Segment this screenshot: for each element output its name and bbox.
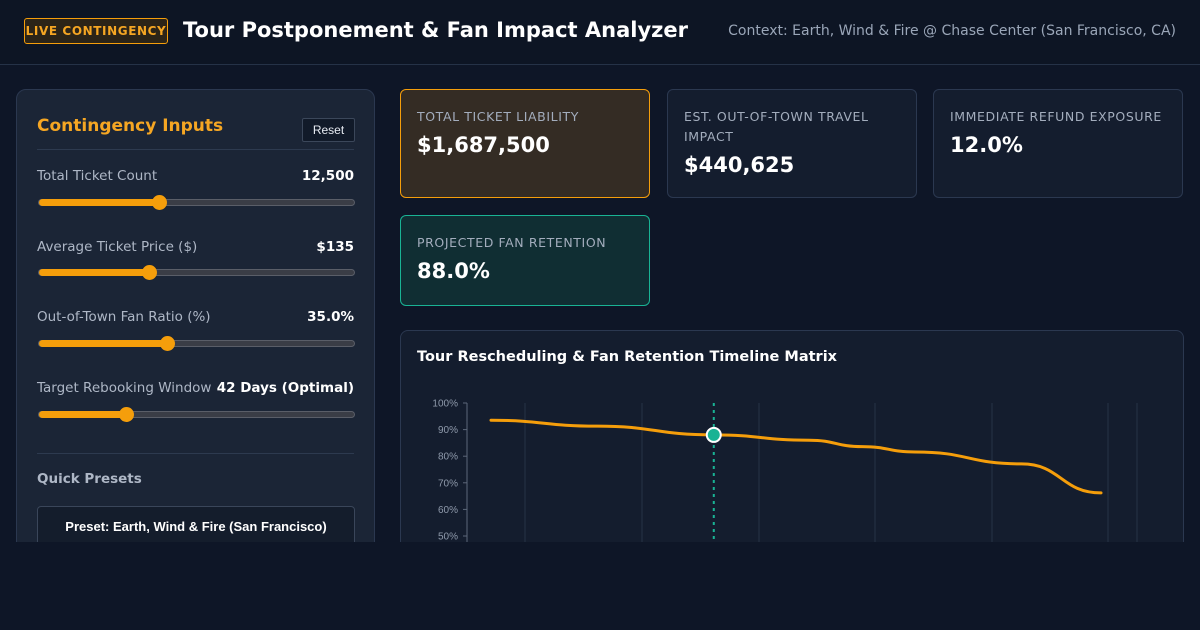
out-of-town-ratio-value: 35.0% [307,309,354,325]
quick-presets-title: Quick Presets [37,471,142,487]
ticket-price-value: $135 [316,239,354,255]
ticket-count-slider[interactable] [38,195,355,210]
ticket-count-value: 12,500 [301,168,354,184]
viewport-cutoff [0,542,1200,630]
top-bar: LIVE CONTINGENCY Tour Postponement & Fan… [0,0,1200,65]
slider-thumb[interactable] [151,195,167,210]
kpi-value: $440,625 [684,153,795,177]
reset-button[interactable]: Reset [302,118,355,142]
preset-ewf-sf-button[interactable]: Preset: Earth, Wind & Fire (San Francisc… [37,506,355,546]
slider-thumb[interactable] [142,265,158,280]
out-of-town-ratio-slider[interactable] [38,336,355,351]
slider-fill [39,411,126,418]
kpi-value: $1,687,500 [417,133,550,157]
panel-title: Contingency Inputs [37,116,224,136]
y-tick-label: 60% [438,505,458,516]
slider-fill [39,269,150,276]
slider-fill [39,340,167,347]
ticket-count-label: Total Ticket Count [37,168,158,184]
event-context: Context: Earth, Wind & Fire @ Chase Cent… [728,23,1176,39]
kpi-ticket-liability: TOTAL TICKET LIABILITY $1,687,500 [400,89,650,198]
page-title: Tour Postponement & Fan Impact Analyzer [183,18,688,42]
y-tick-label: 80% [438,452,458,463]
slider-thumb[interactable] [159,336,175,351]
contingency-inputs-panel: Contingency Inputs Reset Total Ticket Co… [16,89,375,559]
kpi-value: 12.0% [950,133,1023,157]
retention-timeline-chart-card: Tour Rescheduling & Fan Retention Timeli… [400,330,1184,570]
ticket-price-label: Average Ticket Price ($) [37,239,198,255]
y-tick-label: 90% [438,425,458,436]
retention-series-line [489,418,1103,495]
slider-thumb[interactable] [118,407,134,422]
y-tick-label: 50% [438,532,458,543]
y-tick-label: 100% [432,399,458,410]
kpi-fan-retention: PROJECTED FAN RETENTION 88.0% [400,215,650,306]
kpi-label: EST. OUT-OF-TOWN TRAVEL IMPACT [684,109,869,144]
kpi-refund-exposure: IMMEDIATE REFUND EXPOSURE 12.0% [933,89,1183,198]
rebooking-window-slider[interactable] [38,407,355,422]
slider-fill [39,199,159,206]
chart-title: Tour Rescheduling & Fan Retention Timeli… [417,349,838,365]
panel-divider [37,149,354,150]
kpi-label: IMMEDIATE REFUND EXPOSURE [950,109,1162,124]
rebooking-window-value: 42 Days (Optimal) [216,380,354,396]
kpi-value: 88.0% [417,259,490,283]
rebooking-window-label: Target Rebooking Window [37,380,212,396]
live-contingency-badge: LIVE CONTINGENCY [24,18,168,44]
kpi-label: TOTAL TICKET LIABILITY [417,109,579,124]
panel-divider [37,453,354,454]
kpi-label: PROJECTED FAN RETENTION [417,235,607,250]
ticket-price-slider[interactable] [38,265,355,280]
current-window-marker [705,426,722,443]
retention-timeline-chart: 100% 90% 80% 70% 60% 50% [432,399,1138,566]
kpi-travel-impact: EST. OUT-OF-TOWN TRAVEL IMPACT $440,625 [667,89,917,198]
y-tick-label: 70% [438,478,458,489]
out-of-town-ratio-label: Out-of-Town Fan Ratio (%) [37,309,211,325]
